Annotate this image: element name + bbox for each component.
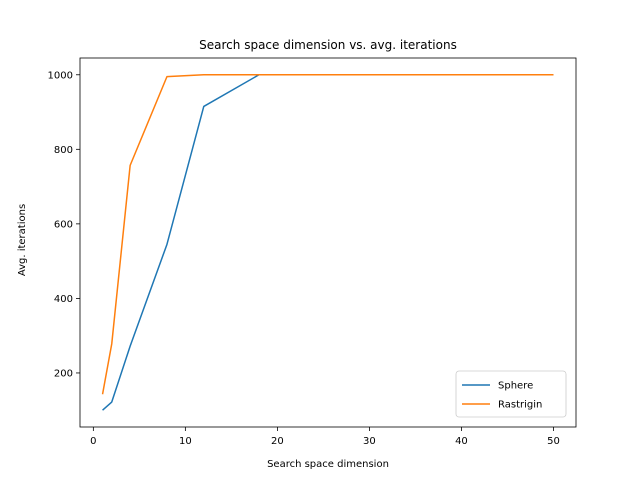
y-axis-label: Avg. iterations: [17, 204, 28, 276]
y-tick-label: 1000: [48, 70, 73, 81]
legend-label: Rastrigin: [498, 400, 542, 411]
x-tick-label: 40: [455, 436, 468, 447]
legend-label: Sphere: [498, 381, 533, 392]
x-tick-label: 50: [547, 436, 560, 447]
legend-box: [455, 370, 567, 418]
legend: Sphere Rastrigin: [455, 370, 567, 418]
y-axis: 200 400 600 800 1000: [48, 70, 80, 379]
x-axis-label: Search space dimension: [267, 459, 389, 470]
y-tick-label: 600: [54, 219, 73, 230]
x-tick-label: 30: [363, 436, 376, 447]
x-tick-label: 0: [90, 436, 96, 447]
y-tick-label: 200: [54, 368, 73, 379]
series-lines: [101, 74, 554, 411]
x-tick-label: 20: [271, 436, 284, 447]
x-axis: 0 10 20 30 40 50: [90, 427, 560, 447]
y-tick-label: 800: [54, 145, 73, 156]
chart-title: Search space dimension vs. avg. iteratio…: [199, 38, 457, 52]
plot-frame: [79, 57, 577, 428]
y-tick-label: 400: [54, 294, 73, 305]
plot-area: [79, 57, 577, 428]
x-tick-label: 10: [179, 436, 192, 447]
series-line-rastrigin: [101, 74, 554, 395]
